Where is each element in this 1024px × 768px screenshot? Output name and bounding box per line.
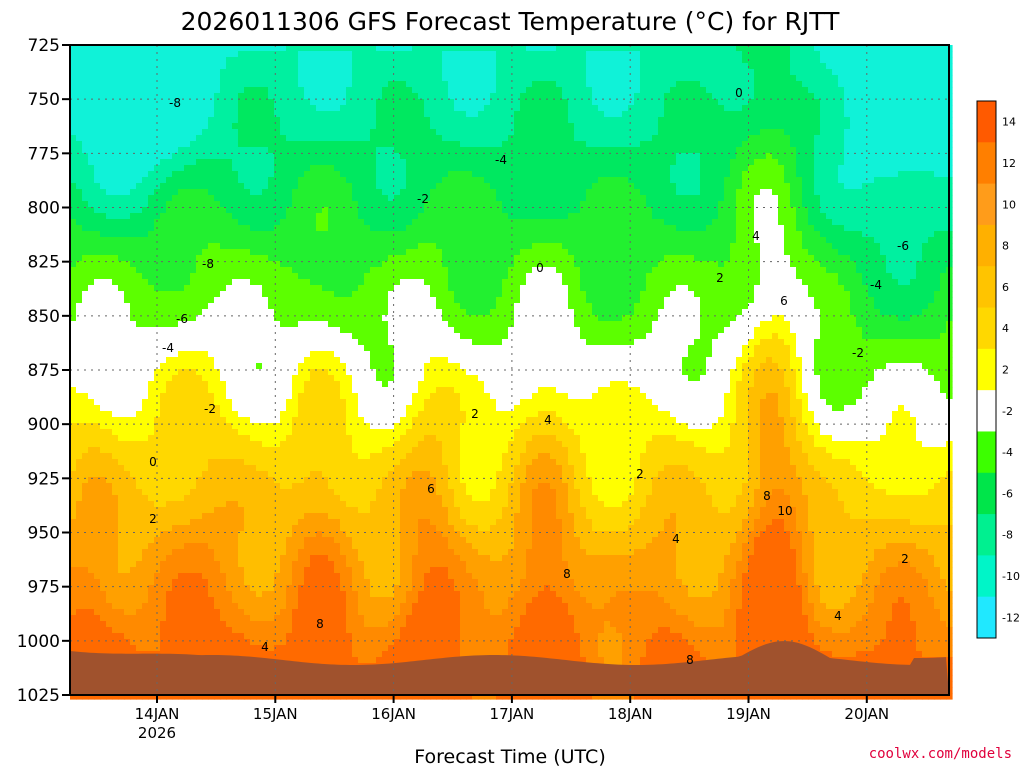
x-axis: 14JAN 15JAN 16JAN 17JAN 18JAN 19JAN 20JAN — [135, 695, 889, 723]
ground-surface — [70, 641, 949, 695]
colorbar-segment — [977, 101, 996, 143]
colorbar-segment — [977, 514, 996, 556]
contour-label: -6 — [176, 312, 188, 326]
y-tick-label: 750 — [28, 90, 60, 110]
x-tick-label: 17JAN — [490, 705, 535, 723]
colorbar-label: 8 — [1002, 240, 1009, 253]
y-tick-label: 775 — [28, 144, 60, 164]
contour-label: 8 — [316, 617, 324, 631]
contour-label: 8 — [563, 567, 571, 581]
y-tick-label: 725 — [28, 36, 60, 56]
colorbar-label: 14 — [1002, 116, 1016, 129]
contour-label: 6 — [780, 294, 788, 308]
x-tick-label: 20JAN — [844, 705, 889, 723]
colorbar-segment — [977, 596, 996, 639]
y-tick-label: 975 — [28, 578, 60, 598]
colorbar-segment — [977, 183, 996, 226]
credit-text: coolwx.com/models — [869, 746, 1012, 762]
colorbar-label: 4 — [1002, 322, 1009, 335]
colorbar-label: -2 — [1002, 405, 1013, 418]
contour-label: 6 — [427, 482, 435, 496]
y-tick-label: 925 — [28, 469, 60, 489]
contour-label: 4 — [544, 413, 552, 427]
colorbar-segment — [977, 472, 996, 515]
colorbar-label: -10 — [1002, 570, 1020, 583]
colorbar: 14 12 10 8 6 4 2 -2 -4 -6 -8 -10 -12 — [976, 100, 1020, 639]
contour-label: -8 — [202, 257, 214, 271]
contour-label: 2 — [901, 552, 909, 566]
contour-label: 4 — [261, 640, 269, 654]
contour-label: 8 — [686, 653, 694, 667]
contour-label: -2 — [852, 346, 864, 360]
colorbar-label: -4 — [1002, 446, 1013, 459]
colorbar-segment — [977, 224, 996, 267]
contour-label: -6 — [897, 239, 909, 253]
y-tick-label: 850 — [28, 307, 60, 327]
contour-label: 2 — [716, 271, 724, 285]
colorbar-label: -6 — [1002, 487, 1013, 500]
colorbar-label: -8 — [1002, 529, 1013, 542]
x-axis-title: Forecast Time (UTC) — [414, 746, 605, 768]
contour-label: 4 — [752, 229, 760, 243]
colorbar-label: 12 — [1002, 157, 1016, 170]
y-tick-label: 825 — [28, 253, 60, 273]
ground-area — [70, 641, 949, 695]
colorbar-segment — [977, 390, 996, 432]
chart-title: 2026011306 GFS Forecast Temperature (°C)… — [181, 7, 840, 36]
contour-label: 4 — [672, 532, 680, 546]
contour-label: -4 — [495, 153, 507, 167]
colorbar-segment — [977, 307, 996, 350]
contour-label: -4 — [162, 341, 174, 355]
contour-labels: -8 -8 -6 -4 -2 0 2 4 8 -4 -2 0 2 4 6 8 2 4 8 0 2 4 6 8 10 -6 -4 -2 2… — [149, 86, 909, 667]
colorbar-segment — [977, 431, 996, 474]
contour-label: 10 — [777, 504, 792, 518]
x-tick-label: 19JAN — [726, 705, 771, 723]
colorbar-segment — [977, 555, 996, 598]
x-axis-year: 2026 — [138, 724, 176, 742]
contour-label: -8 — [169, 96, 181, 110]
contour-label: 0 — [149, 455, 157, 469]
x-tick-label: 15JAN — [253, 705, 298, 723]
y-tick-label: 1025 — [17, 686, 60, 706]
colorbar-segment — [977, 266, 996, 309]
x-tick-label: 14JAN — [135, 705, 180, 723]
contour-label: 2 — [636, 467, 644, 481]
y-tick-label: 950 — [28, 524, 60, 544]
y-tick-label: 875 — [28, 361, 60, 381]
contour-label: -4 — [870, 278, 882, 292]
colorbar-label: 6 — [1002, 281, 1009, 294]
contour-label: -2 — [204, 402, 216, 416]
y-tick-label: 900 — [28, 415, 60, 435]
contour-label: 4 — [834, 609, 842, 623]
colorbar-label: -12 — [1002, 611, 1020, 624]
contour-label: 0 — [536, 261, 544, 275]
contour-label: -2 — [417, 192, 429, 206]
y-tick-label: 1000 — [17, 632, 60, 652]
contour-label: 2 — [471, 407, 479, 421]
colorbar-segment — [977, 348, 996, 391]
y-axis: 725 750 775 800 825 850 875 900 925 950 975 1000 102… — [17, 36, 70, 706]
contour-label: 8 — [763, 489, 771, 503]
contour-label: 0 — [735, 86, 743, 100]
colorbar-label: 2 — [1002, 364, 1009, 377]
y-tick-label: 800 — [28, 199, 60, 219]
temperature-field — [70, 45, 953, 700]
contour-label: 2 — [149, 512, 157, 526]
x-tick-label: 18JAN — [608, 705, 653, 723]
colorbar-segment — [977, 142, 996, 185]
x-tick-label: 16JAN — [371, 705, 416, 723]
colorbar-label: 10 — [1002, 198, 1016, 211]
